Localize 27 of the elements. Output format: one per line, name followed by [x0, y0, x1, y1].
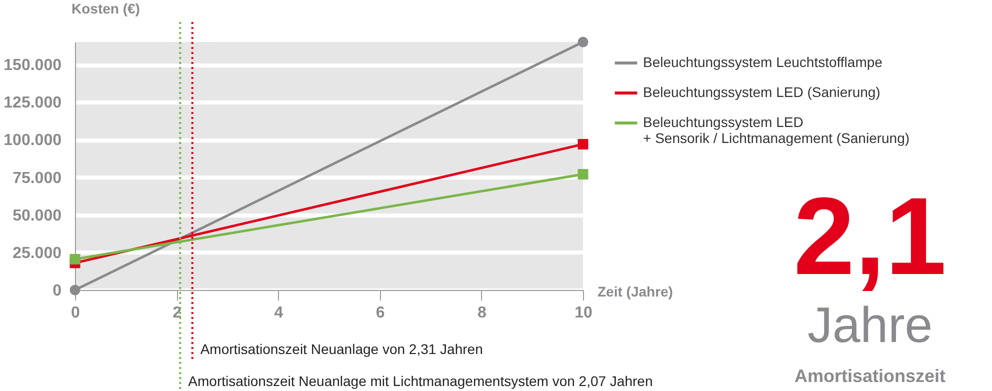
x-tick-label: 8 — [477, 304, 486, 322]
text: 2,1 — [794, 175, 946, 298]
point — [70, 254, 80, 264]
y-tick-label: 25.000 — [12, 244, 62, 262]
y-tick-label: 50.000 — [12, 207, 62, 224]
y-tick-label: 75.000 — [12, 170, 62, 187]
y-tick-label: 150.000 — [4, 57, 62, 74]
point — [70, 284, 80, 296]
y-axis-title: Kosten (€) — [72, 0, 140, 16]
point — [578, 169, 588, 180]
x-tick-label: 4 — [274, 304, 284, 322]
ref-line-label: Amortisationszeit Neuanlage von 2,31 Jahren — [200, 341, 483, 357]
y-tick-label: 0 — [52, 282, 62, 300]
text: Jahre — [807, 297, 933, 353]
point — [578, 138, 588, 150]
y-tick-label: 125.000 — [4, 94, 62, 112]
x-tick-label: 6 — [376, 304, 385, 322]
ref-line-label: Amortisationszeit Neuanlage mit Lichtmanagementsystem von 2,07 Jahren — [188, 373, 653, 389]
legend-label: Beleuchtungssystem LED (Sanierung) — [643, 84, 880, 100]
x-tick-label: 0 — [71, 304, 80, 322]
legend-label: Beleuchtungssystem Leuchtstofflampe — [643, 54, 883, 70]
y-tick-label: 100.000 — [4, 132, 62, 150]
x-tick-label: 10 — [574, 304, 592, 322]
legend-label: Beleuchtungssystem LED + Sensorik / Lichtmanagement (Sanierung) — [643, 114, 910, 146]
x-axis-title: Zeit (Jahre) — [598, 284, 673, 300]
text: Amortisationszeit — [794, 366, 946, 386]
point — [578, 36, 588, 48]
